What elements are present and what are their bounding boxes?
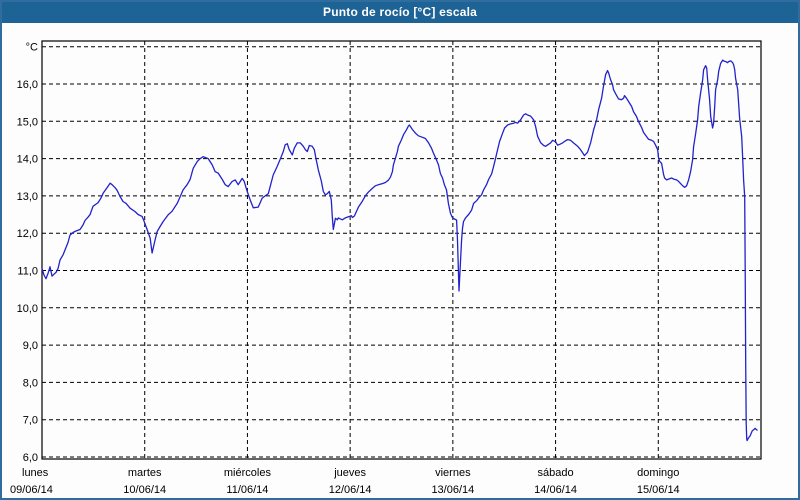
window-title-bar: Punto de rocío [°C] escala: [2, 2, 798, 23]
y-tick-label: 12,0: [17, 228, 38, 240]
x-date-label: 14/06/14: [534, 484, 577, 496]
y-axis-unit-label: °C: [26, 42, 38, 54]
y-tick-label: 13,0: [17, 191, 38, 203]
plot-border: [41, 40, 762, 460]
y-tick-label: 6,0: [23, 452, 38, 464]
chart-area: 16,0 15,0 14,0 13,0 12,0 11,0 10,0 9,0 8,0 7,0 6,0…: [2, 23, 798, 498]
x-weekday-label: miércoles: [224, 467, 272, 479]
dewpoint-series-line: [41, 59, 758, 442]
y-tick-label: 16,0: [17, 79, 38, 91]
dewpoint-line-chart: 16,0 15,0 14,0 13,0 12,0 11,0 10,0 9,0 8,0 7,0 6,0…: [10, 40, 762, 496]
y-tick-label: 10,0: [17, 303, 38, 315]
y-tick-label: 8,0: [23, 377, 38, 389]
y-tick-label: 15,0: [17, 116, 38, 128]
gridlines: [42, 41, 761, 459]
x-date-label: 15/06/14: [637, 484, 680, 496]
y-tick-label: 14,0: [17, 154, 38, 166]
x-weekday-label: jueves: [333, 467, 366, 479]
x-date-label: 13/06/14: [431, 484, 474, 496]
x-date-label: 09/06/14: [10, 484, 53, 496]
x-weekday-label: martes: [128, 467, 162, 479]
y-tick-label: 9,0: [23, 340, 38, 352]
y-tick-label: 11,0: [17, 266, 38, 278]
x-weekday-label: domingo: [637, 467, 679, 479]
x-axis-day-labels: lunes 09/06/14 martes 10/06/14 miércoles 11/0…: [10, 467, 680, 496]
x-date-label: 11/06/14: [226, 484, 268, 496]
x-date-label: 10/06/14: [123, 484, 166, 496]
window-title: Punto de rocío [°C] escala: [322, 5, 478, 19]
x-weekday-label: lunes: [22, 467, 49, 479]
y-tick-label: 7,0: [23, 415, 38, 427]
y-axis-tick-labels: 16,0 15,0 14,0 13,0 12,0 11,0 10,0 9,0 8,0 7,0 6,0…: [17, 42, 38, 464]
x-date-label: 12/06/14: [329, 484, 372, 496]
x-weekday-label: viernes: [435, 467, 471, 479]
x-weekday-label: sábado: [538, 467, 574, 479]
